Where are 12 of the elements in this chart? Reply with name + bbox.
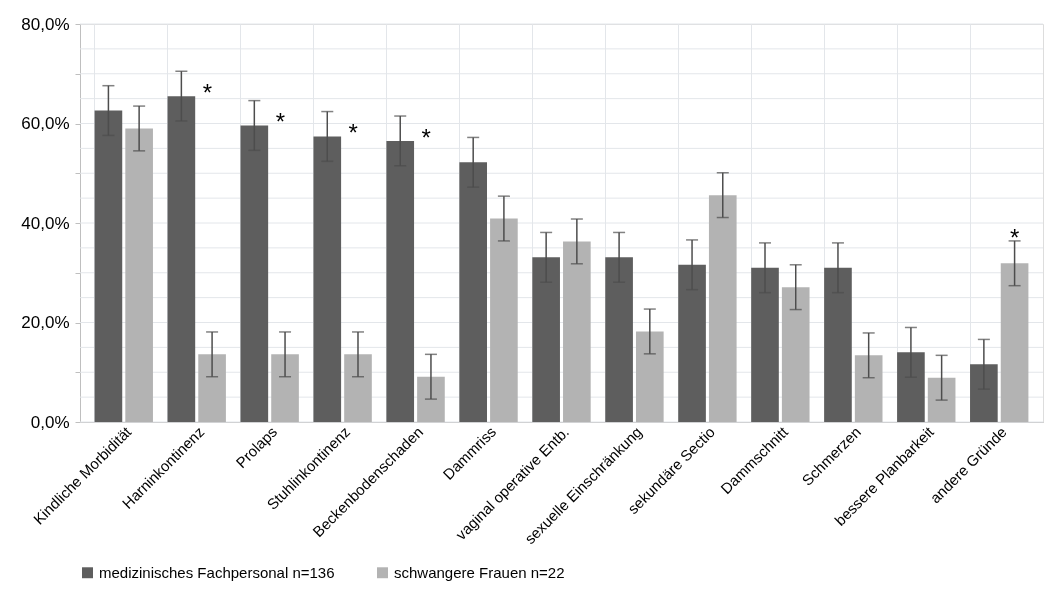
y-tick-label: 80,0%: [21, 14, 70, 34]
y-tick-label: 40,0%: [21, 213, 70, 233]
legend-label: medizinisches Fachpersonal n=136: [99, 563, 335, 581]
y-tick-label: 0,0%: [30, 412, 70, 432]
data-label: *: [348, 119, 358, 147]
data-label: *: [1009, 223, 1020, 251]
data-label: *: [275, 108, 285, 136]
y-tick-label: 60,0%: [21, 114, 70, 133]
y-tick-label: 20,0%: [21, 313, 70, 332]
legend-label: schwangere Frauen n=22: [394, 563, 565, 581]
data-label: *: [202, 79, 213, 107]
data-label: *: [421, 123, 431, 151]
